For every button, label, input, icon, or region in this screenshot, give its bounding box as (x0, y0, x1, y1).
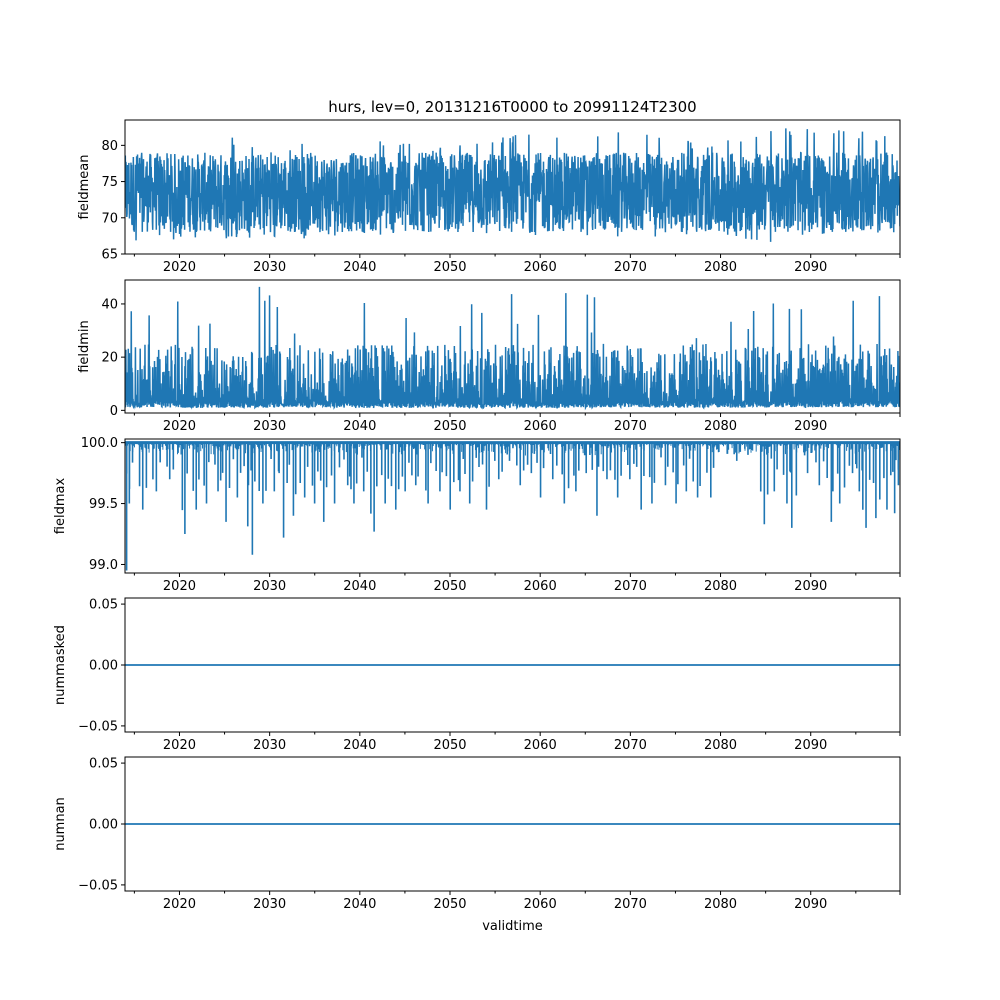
x-tick-label: 2090 (794, 897, 827, 912)
y-tick-label: 0.05 (89, 598, 118, 613)
x-tick-label: 2030 (253, 897, 286, 912)
x-tick-label: 2070 (614, 897, 647, 912)
x-tick-label: 2040 (343, 260, 376, 275)
x-tick-label: 2060 (524, 419, 557, 434)
x-tick-label: 2060 (524, 260, 557, 275)
y-tick-label: 40 (101, 297, 118, 312)
x-tick-label: 2050 (433, 579, 466, 594)
panel-nummasked: −0.05 0.00 0.05 2020 2030 2040 2050 2060 2070 208… (53, 597, 901, 753)
x-tick-label: 2020 (163, 260, 196, 275)
panel-fieldmean: 65 70 75 80 2020 2030 2040 2050 2060 2070 2080 2090… (77, 119, 901, 275)
y-tick-label: −0.05 (78, 719, 118, 734)
x-tick-label: 2040 (343, 419, 376, 434)
x-tick-label: 2090 (794, 419, 827, 434)
y-tick-label: 0.00 (89, 659, 118, 674)
axes-frame (124, 279, 901, 414)
x-tick-label: 2070 (614, 260, 647, 275)
axes-frame (124, 438, 901, 574)
x-tick-label: 2060 (524, 897, 557, 912)
series-band-fieldmax (125, 442, 900, 456)
x-tick-label: 2030 (253, 738, 286, 753)
plot-area (125, 286, 900, 411)
x-tick-label: 2070 (614, 579, 647, 594)
chart-title: hurs, lev=0, 20131216T0000 to 20991124T2… (328, 98, 696, 116)
x-tick-label: 2020 (163, 419, 196, 434)
x-tick-label: 2040 (343, 738, 376, 753)
y-tick-label: 99.5 (89, 497, 118, 512)
y-tick-label: 20 (101, 351, 118, 366)
x-tick-label: 2080 (704, 897, 737, 912)
x-tick-label: 2050 (433, 897, 466, 912)
y-tick-label: 75 (101, 175, 118, 190)
x-tick-label: 2030 (253, 419, 286, 434)
x-tick-label: 2050 (433, 738, 466, 753)
series-line-fieldmin (125, 286, 900, 411)
y-tick-label: −0.05 (78, 878, 118, 893)
x-tick-label: 2030 (253, 579, 286, 594)
x-tick-label: 2020 (163, 897, 196, 912)
x-tick-label: 2020 (163, 579, 196, 594)
y-axis-label: nummasked (53, 625, 68, 705)
plot-area (125, 128, 900, 242)
y-axis-label: fieldmax (53, 478, 68, 535)
y-tick-label: 100.0 (81, 436, 118, 451)
y-axis-label: fieldmean (77, 155, 92, 220)
x-tick-label: 2050 (433, 419, 466, 434)
x-tick-label: 2080 (704, 419, 737, 434)
y-tick-label: 70 (101, 211, 118, 226)
axes-frame (124, 119, 901, 255)
x-tick-label: 2030 (253, 260, 286, 275)
panel-numnan: −0.05 0.00 0.05 2020 2030 2040 2050 2060 2070 208… (53, 756, 901, 912)
x-tick-label: 2050 (433, 260, 466, 275)
y-tick-label: 65 (101, 248, 118, 263)
y-tick-label: 0.05 (89, 757, 118, 772)
x-tick-label: 2020 (163, 738, 196, 753)
panel-fieldmax: 99.0 99.5 100.0 2020 2030 2040 2050 2060 2070 208… (53, 436, 901, 594)
x-tick-label: 2040 (343, 579, 376, 594)
x-tick-label: 2070 (614, 419, 647, 434)
y-tick-label: 0 (110, 404, 118, 419)
x-tick-label: 2080 (704, 738, 737, 753)
plot-area (125, 441, 900, 571)
x-tick-label: 2090 (794, 260, 827, 275)
x-tick-label: 2080 (704, 260, 737, 275)
x-tick-label: 2040 (343, 897, 376, 912)
x-tick-label: 2060 (524, 579, 557, 594)
x-tick-label: 2070 (614, 738, 647, 753)
x-axis-label: validtime (482, 919, 543, 934)
y-tick-label: 0.00 (89, 818, 118, 833)
series-line-fieldmean (125, 128, 900, 242)
y-axis-label: numnan (53, 797, 68, 851)
x-tick-label: 2060 (524, 738, 557, 753)
y-tick-label: 80 (101, 139, 118, 154)
x-tick-label: 2090 (794, 579, 827, 594)
y-tick-label: 99.0 (89, 558, 118, 573)
x-tick-label: 2090 (794, 738, 827, 753)
x-tick-label: 2080 (704, 579, 737, 594)
y-axis-label: fieldmin (77, 320, 92, 373)
